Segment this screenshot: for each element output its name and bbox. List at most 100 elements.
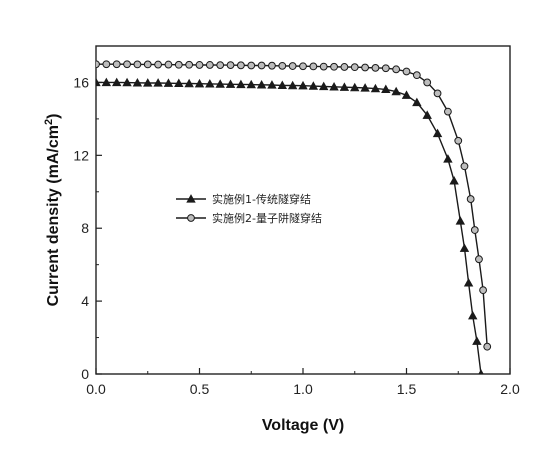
data-point [459, 243, 470, 252]
data-point [360, 83, 370, 92]
plot-frame [95, 45, 511, 375]
data-point [391, 86, 401, 96]
y-axis-title-main: Current density (mA/cm [45, 125, 62, 306]
data-point [163, 78, 174, 87]
x-tick-label: 2.0 [500, 381, 520, 397]
data-point [401, 90, 412, 99]
data-point [153, 78, 163, 87]
data-point [340, 63, 349, 71]
data-point [298, 80, 308, 90]
data-point [194, 78, 205, 88]
data-point [455, 216, 466, 225]
data-point [247, 61, 256, 70]
data-point [112, 60, 121, 69]
data-point [267, 80, 277, 89]
data-point [361, 63, 370, 72]
y-tick-label: 12 [73, 147, 89, 163]
legend-item-1: 实施例1-传统隧穿结 [176, 192, 311, 206]
x-axis: 0.0 0.5 1.0 1.5 2.0 [86, 368, 520, 397]
y-axis: 0 4 8 12 16 [73, 74, 102, 382]
data-point [237, 61, 245, 70]
data-point [96, 77, 101, 87]
data-point [392, 65, 401, 74]
y-tick-label: 4 [81, 293, 89, 309]
data-point [226, 61, 235, 70]
data-point [164, 60, 173, 69]
data-point [412, 71, 421, 80]
data-point [470, 226, 479, 234]
data-point [422, 110, 432, 119]
data-point [101, 77, 112, 87]
data-point [143, 60, 152, 69]
data-point [268, 61, 276, 70]
data-point [444, 107, 452, 116]
data-point [143, 78, 153, 87]
legend-label: 实施例1-传统隧穿结 [212, 192, 311, 206]
data-point [318, 81, 329, 91]
data-point [483, 342, 492, 351]
data-point [412, 97, 422, 107]
data-point [370, 83, 381, 93]
data-point [299, 62, 307, 71]
data-point [288, 62, 297, 70]
data-point [256, 79, 267, 89]
data-point [96, 60, 100, 69]
data-point [308, 81, 319, 90]
series-1 [96, 77, 484, 374]
data-point [122, 77, 132, 87]
data-point [460, 162, 469, 171]
series-1-line [96, 81, 482, 374]
data-point [402, 67, 411, 76]
legend-item-2: 实施例2-量子阱隧穿结 [176, 211, 322, 225]
y-tick-label: 16 [73, 74, 89, 90]
data-point [205, 61, 214, 69]
data-point [433, 89, 442, 98]
data-point [443, 154, 453, 163]
x-tick-label: 0.5 [190, 381, 210, 397]
data-point [309, 62, 318, 71]
data-point [195, 61, 204, 69]
series-2 [96, 60, 492, 351]
data-point [381, 64, 390, 73]
data-point [215, 79, 225, 88]
data-point [277, 80, 288, 90]
y-tick-label: 0 [81, 366, 89, 382]
data-point [472, 336, 482, 345]
data-point [350, 82, 360, 92]
y-axis-title-sup: 2 [43, 119, 55, 125]
data-point [174, 78, 184, 88]
data-point [123, 60, 131, 69]
data-point [287, 80, 298, 90]
data-point [466, 195, 475, 203]
data-point [185, 60, 194, 69]
data-point [319, 62, 328, 71]
data-point [381, 84, 391, 94]
x-axis-title: Voltage (V) [262, 417, 344, 434]
data-point [246, 79, 256, 89]
data-point [371, 63, 380, 72]
data-point [225, 79, 236, 88]
data-point [278, 61, 287, 70]
data-point [154, 60, 163, 69]
data-point [236, 79, 246, 89]
y-axis-title: Current density (mA/cm2) [43, 114, 62, 307]
data-point [449, 176, 459, 185]
data-point [133, 60, 142, 69]
data-point [463, 278, 474, 287]
x-tick-label: 1.0 [293, 381, 313, 397]
data-point [454, 136, 463, 145]
data-point [423, 78, 432, 87]
data-point [257, 61, 266, 70]
data-point [330, 62, 338, 71]
data-point [184, 78, 194, 88]
data-point [205, 79, 215, 88]
data-point [479, 286, 487, 295]
y-axis-title-tail: ) [45, 114, 62, 119]
legend-marker [187, 214, 195, 222]
series-layer [96, 60, 492, 374]
data-point [468, 310, 478, 320]
x-tick-label: 0.0 [86, 381, 106, 397]
legend-marker [186, 194, 196, 203]
